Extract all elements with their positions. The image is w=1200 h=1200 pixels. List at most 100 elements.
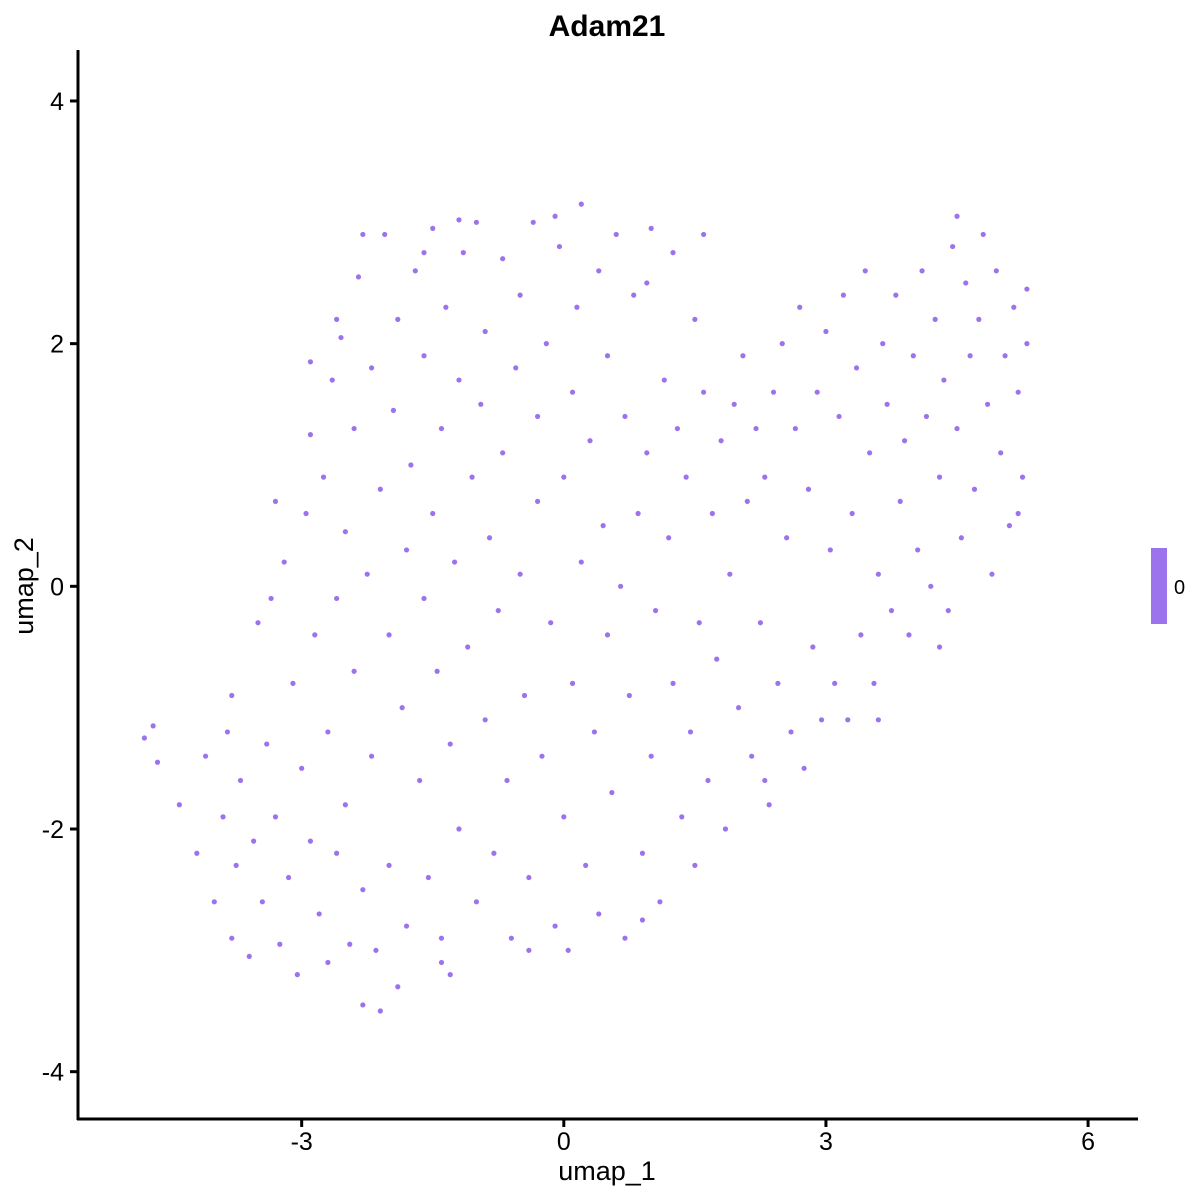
data-point [897,498,903,504]
data-point [150,723,156,729]
data-point [552,213,558,219]
data-point [482,328,488,335]
data-point [447,741,453,747]
data-point [417,777,423,784]
data-point [500,450,506,456]
data-point [141,735,148,741]
data-point [561,474,567,480]
data-point [670,680,676,686]
data-point [390,407,397,413]
data-point [954,425,960,432]
data-point [613,231,619,238]
data-point [246,953,252,960]
data-point [290,680,296,686]
data-point [915,547,921,553]
data-point [220,814,226,820]
data-point [334,850,340,856]
y-axis-title: umap_2 [9,537,39,635]
data-point [338,334,344,341]
data-point [312,632,318,638]
x-ticks: -3 0 3 6 [291,1119,1095,1156]
data-point [709,510,715,517]
x-tick-label: 0 [557,1128,571,1156]
y-tick-label: -2 [42,816,64,844]
data-point [574,304,580,310]
data-point [368,753,375,759]
data-point [325,959,331,966]
data-point [604,632,611,638]
data-point [521,692,528,699]
data-point [360,887,366,893]
data-point [862,268,868,274]
chart-title: Adam21 [549,10,666,43]
data-point [307,359,314,365]
data-point [495,607,501,614]
data-point [364,571,370,577]
data-point [395,984,401,990]
data-point [963,280,969,286]
data-point [351,425,357,432]
data-point [749,753,755,759]
data-point [552,923,558,929]
data-point [840,292,847,298]
data-point [609,789,615,796]
data-point [351,668,357,674]
data-point [993,268,999,274]
y-tick-label: 2 [50,331,64,359]
data-point [403,547,410,553]
data-point [456,217,462,223]
data-point [849,510,855,517]
data-point [307,432,314,438]
data-point [622,413,628,420]
data-point [722,826,729,832]
data-point [958,535,964,541]
data-point [919,268,925,274]
data-point [456,826,462,832]
data-point [578,559,584,565]
legend-label: 0 [1174,577,1185,599]
data-point [604,353,611,359]
data-point [657,899,663,905]
data-point [950,243,956,250]
data-point [814,389,820,395]
data-point [272,814,279,820]
data-point [845,717,851,723]
data-point [648,225,654,231]
data-point [906,632,912,638]
data-point [853,365,860,371]
data-point [277,941,283,947]
data-point [648,753,654,759]
data-point [936,644,943,650]
data-point [334,316,340,322]
data-point [674,425,681,432]
data-point [316,911,322,917]
data-point [377,486,383,492]
data-point [438,959,445,966]
data-point [373,947,379,953]
data-point [984,401,991,407]
data-point [456,377,462,383]
data-point [194,850,200,856]
data-point [543,341,549,347]
data-point [460,250,466,256]
data-point [281,559,287,565]
data-point [382,231,388,238]
data-point [491,850,497,856]
data-point [626,692,632,699]
data-point [469,474,475,480]
data-point [443,304,449,310]
data-point [618,583,624,589]
data-point [692,316,698,322]
data-point [718,438,724,444]
data-point [548,620,554,626]
data-point [430,225,436,231]
data-point [530,219,536,225]
data-point [451,559,458,565]
data-point [832,680,838,686]
data-point [591,729,597,735]
y-tick-label: 4 [50,88,64,116]
data-point [272,498,279,504]
data-point [622,935,628,941]
data-point [421,353,427,359]
